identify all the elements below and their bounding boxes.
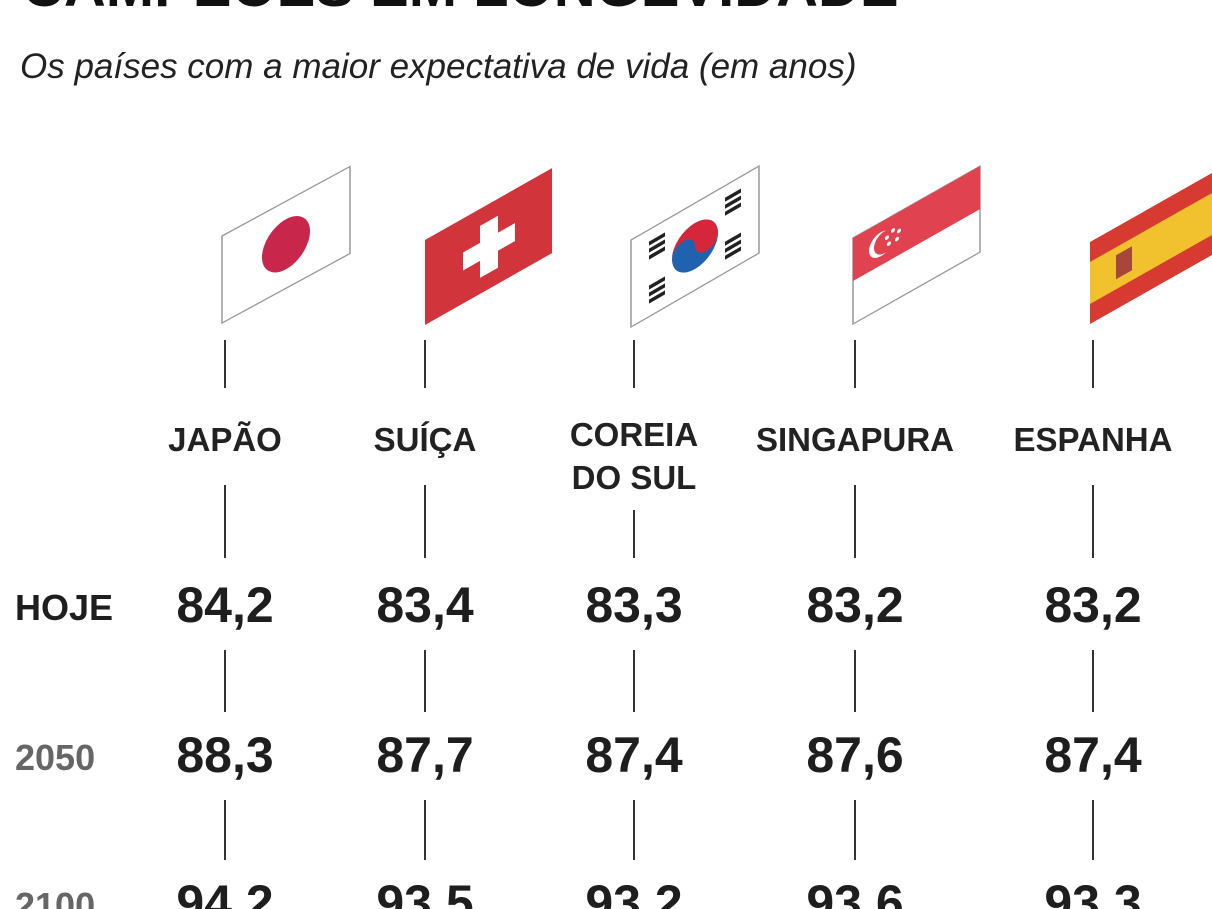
- country-name: DO SUL: [572, 459, 697, 496]
- flag-spain: [1090, 168, 1212, 324]
- flag-japan: [221, 165, 351, 325]
- row-label: 2100: [15, 885, 95, 909]
- row-label: HOJE: [15, 587, 113, 628]
- value: 83,2: [806, 577, 903, 633]
- value: 94,2: [176, 875, 273, 909]
- value: 83,3: [585, 577, 682, 633]
- value: 93,5: [376, 875, 473, 909]
- value: 83,2: [1044, 577, 1141, 633]
- value: 87,4: [585, 727, 683, 783]
- flag-singapore: [852, 164, 981, 326]
- value: 88,3: [176, 727, 273, 783]
- value: 83,4: [376, 577, 474, 633]
- flag-switzerland: [425, 168, 552, 325]
- country-name: COREIA: [570, 416, 698, 453]
- country-name: ESPANHA: [1014, 421, 1173, 458]
- subtitle: Os países com a maior expectativa de vid…: [20, 47, 856, 86]
- country-name: SINGAPURA: [756, 421, 954, 458]
- country-name: SUÍÇA: [374, 421, 477, 458]
- value: 93,3: [1044, 875, 1141, 909]
- row-label: 2050: [15, 737, 95, 778]
- value: 84,2: [176, 577, 273, 633]
- title: CAMPEÕES EM LONGEVIDADE: [22, 0, 899, 19]
- value: 93,2: [585, 875, 682, 909]
- value: 87,4: [1044, 727, 1142, 783]
- value: 87,7: [376, 727, 473, 783]
- country-name: JAPÃO: [168, 421, 282, 458]
- flag-korea: [630, 164, 760, 329]
- value: 93,6: [806, 875, 903, 909]
- value: 87,6: [806, 727, 903, 783]
